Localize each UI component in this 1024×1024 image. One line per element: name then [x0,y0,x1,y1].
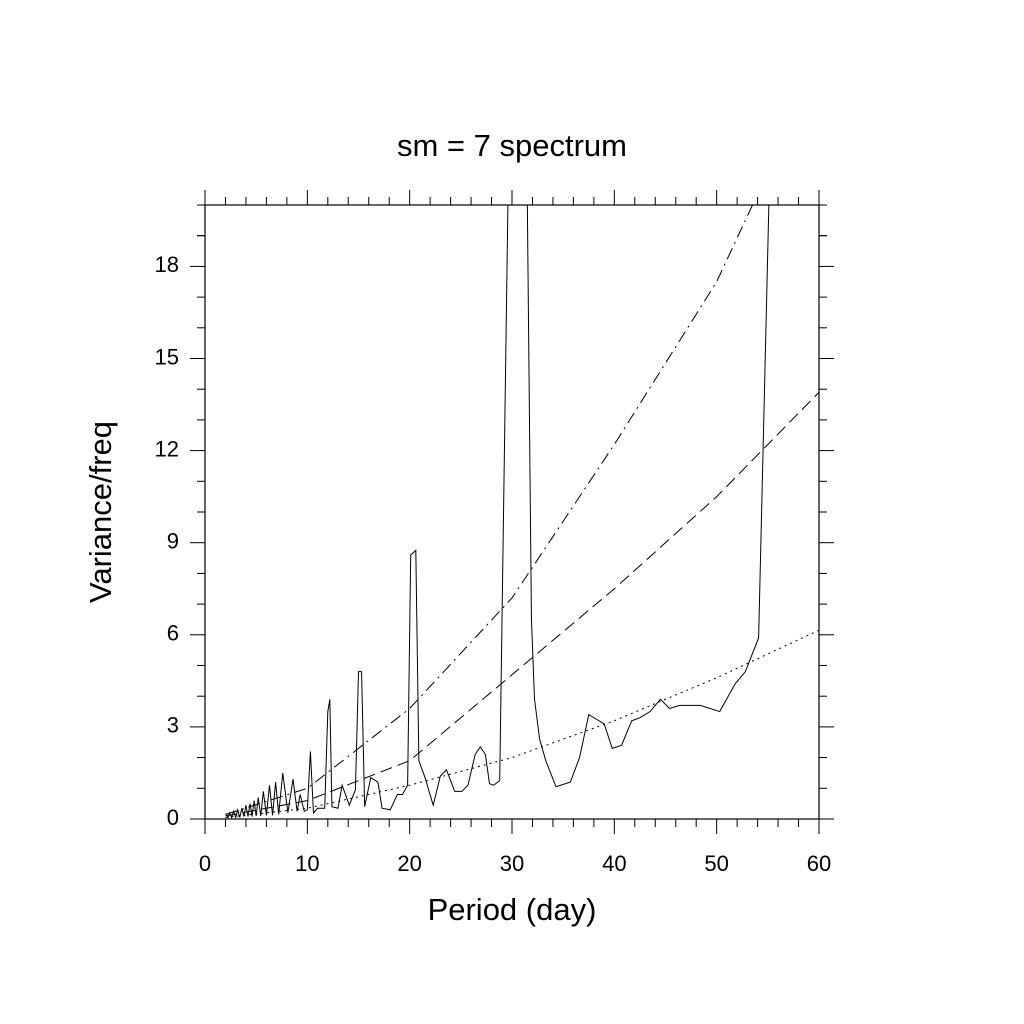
y-tick-label: 12 [155,436,179,461]
x-tick-label: 60 [807,851,831,876]
plot-area [225,205,819,819]
x-tick-label: 10 [295,851,319,876]
y-tick-label: 18 [155,252,179,277]
y-tick-label: 15 [155,344,179,369]
y-tick-label: 3 [167,713,179,738]
x-tick-label: 40 [602,851,626,876]
y-tick-label: 9 [167,529,179,554]
x-axis-label: Period (day) [428,892,597,927]
y-tick-label: 6 [167,621,179,646]
x-tick-label: 30 [500,851,524,876]
series-line [226,205,770,819]
x-tick-label: 0 [199,851,211,876]
series-line [225,391,819,817]
chart-title: sm = 7 spectrum [397,128,627,163]
x-tick-label: 50 [704,851,728,876]
x-tick-label: 20 [397,851,421,876]
y-axis-label: Variance/freq [83,421,118,603]
y-tick-label: 0 [167,805,179,830]
series-line [225,205,753,815]
